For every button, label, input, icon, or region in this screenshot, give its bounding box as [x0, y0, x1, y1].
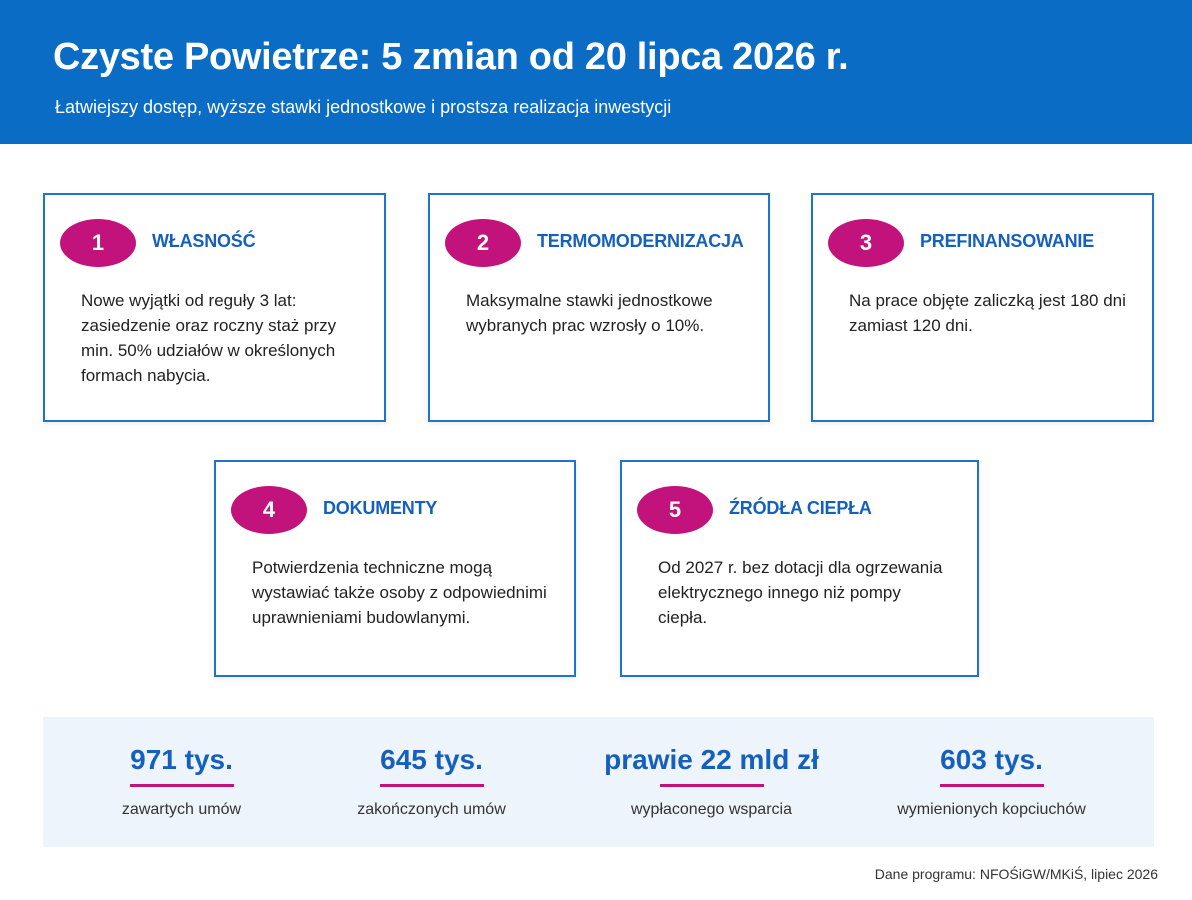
card-text-line: Potwierdzenia techniczne mogą	[252, 558, 493, 577]
card-text-line: min. 50% udziałów w określonych	[81, 341, 336, 360]
stat-value: 971 tys.	[130, 744, 233, 775]
card-text-line: elektrycznego innego niż pompy	[658, 583, 901, 602]
change-card-ownership: 1 WŁASNOŚĆ Nowe wyjątki od reguły 3 lat:…	[43, 193, 386, 422]
card-text-line: zamiast 120 dni.	[849, 316, 973, 335]
card-text-line: wystawiać także osoby z odpowiednimi	[252, 583, 547, 602]
source-note: Dane programu: NFOŚiGW/MKiŚ, lipiec 2026	[874, 866, 1158, 882]
card-title: DOKUMENTY	[323, 498, 438, 518]
stat-support-paid: prawie 22 mld zł wypłaconego wsparcia	[573, 744, 850, 819]
card-description: Nowe wyjątki od reguły 3 lat: zasiedzeni…	[81, 288, 364, 388]
page-title: Czyste Powietrze: 5 zmian od 20 lipca 20…	[53, 36, 849, 78]
card-description: Od 2027 r. bez dotacji dla ogrzewania el…	[658, 555, 957, 630]
card-title: PREFINANSOWANIE	[920, 231, 1095, 251]
card-number-badge: 5	[637, 486, 713, 534]
card-title: TERMOMODERNIZACJA	[537, 231, 744, 251]
stat-stoves-replaced: 603 tys. wymienionych kopciuchów	[853, 744, 1130, 819]
stat-underline	[659, 784, 764, 787]
card-title: WŁASNOŚĆ	[152, 231, 256, 251]
stat-completed: 645 tys. zakończonych umów	[293, 744, 570, 819]
card-number-badge: 4	[231, 486, 307, 534]
stat-value: prawie 22 mld zł	[604, 744, 819, 775]
page-subtitle: Łatwiejszy dostęp, wyższe stawki jednost…	[55, 97, 672, 117]
change-card-documents: 4 DOKUMENTY Potwierdzenia techniczne mog…	[214, 460, 576, 677]
card-text-line: Nowe wyjątki od reguły 3 lat:	[81, 291, 297, 310]
stat-contracts: 971 tys. zawartych umów	[43, 744, 320, 819]
stat-value: 645 tys.	[380, 744, 483, 775]
card-number-badge: 2	[445, 219, 521, 267]
change-card-heat-sources: 5 ŹRÓDŁA CIEPŁA Od 2027 r. bez dotacji d…	[620, 460, 979, 677]
card-number-badge: 1	[60, 219, 136, 267]
stat-underline	[379, 784, 484, 787]
card-description: Maksymalne stawki jednostkowe wybranych …	[466, 288, 748, 338]
card-text-line: Od 2027 r. bez dotacji dla ogrzewania	[658, 558, 943, 577]
change-card-prefinancing: 3 PREFINANSOWANIE Na prace objęte zalicz…	[811, 193, 1154, 422]
card-text-line: uprawnieniami budowlanymi.	[252, 608, 471, 627]
card-description: Na prace objęte zaliczką jest 180 dni za…	[849, 288, 1132, 338]
card-text-line: zasiedzenie oraz roczny staż przy	[81, 316, 337, 335]
stat-underline	[939, 784, 1044, 787]
card-text-line: wybranych prac wzrosły o 10%.	[466, 316, 705, 335]
card-text-line: Na prace objęte zaliczką jest 180 dni	[849, 291, 1126, 310]
stat-underline	[129, 784, 234, 787]
card-text-line: ciepła.	[658, 608, 708, 627]
stat-label: zawartych umów	[121, 801, 242, 818]
stat-label: zakończonych umów	[357, 801, 506, 818]
header-banner: Czyste Powietrze: 5 zmian od 20 lipca 20…	[0, 0, 1192, 144]
stat-label: wypłaconego wsparcia	[631, 801, 792, 818]
card-description: Potwierdzenia techniczne mogą wystawiać …	[252, 555, 554, 630]
card-text-line: formach nabycia.	[81, 366, 211, 385]
card-title: ŹRÓDŁA CIEPŁA	[729, 498, 872, 518]
stat-label: wymienionych kopciuchów	[897, 801, 1086, 818]
card-number-badge: 3	[828, 219, 904, 267]
stat-value: 603 tys.	[940, 744, 1043, 775]
change-card-thermomodernization: 2 TERMOMODERNIZACJA Maksymalne stawki je…	[428, 193, 770, 422]
program-stats-panel: 971 tys. zawartych umów 645 tys. zakończ…	[43, 717, 1154, 847]
card-text-line: Maksymalne stawki jednostkowe	[466, 291, 713, 310]
